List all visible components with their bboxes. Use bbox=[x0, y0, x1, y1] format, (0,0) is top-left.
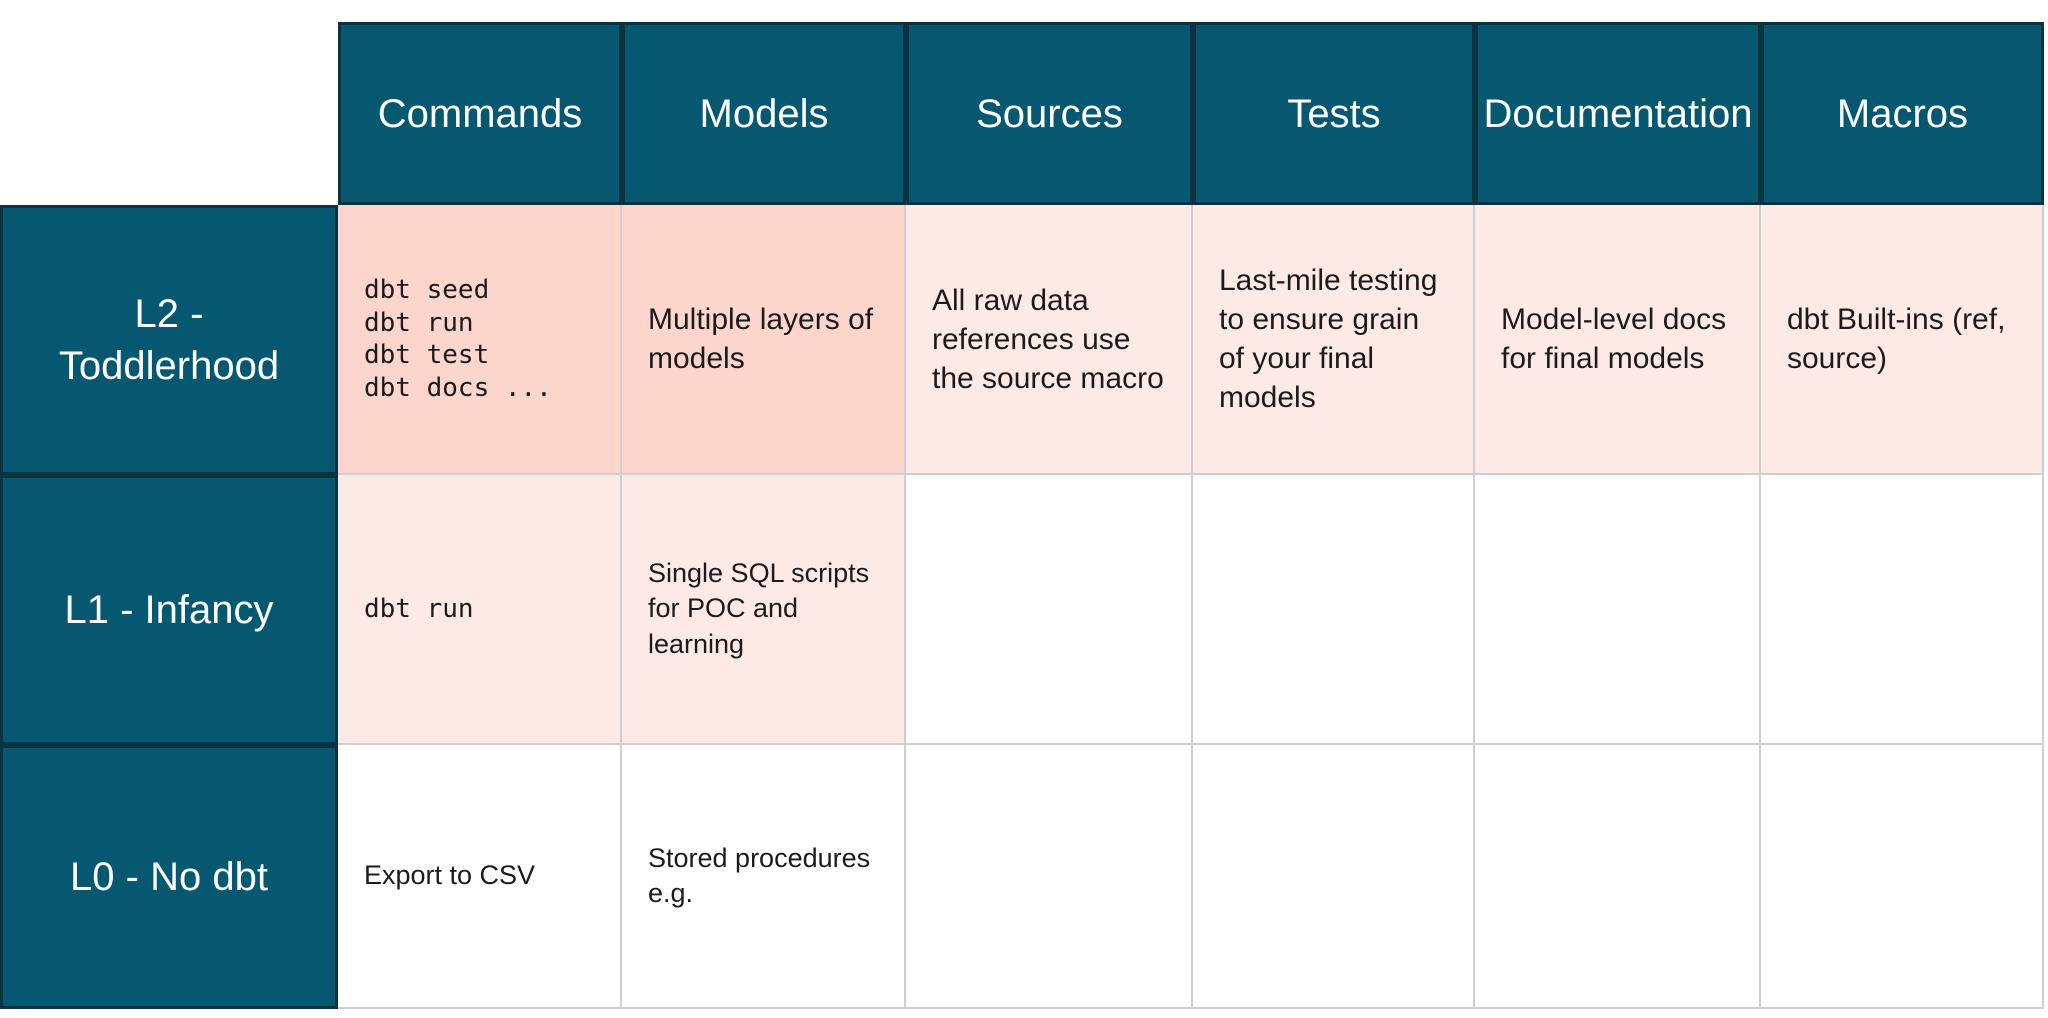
cell-l2-macros: dbt Built-ins (ref, source) bbox=[1761, 205, 2044, 475]
column-header-sources: Sources bbox=[906, 22, 1193, 205]
column-header-documentation: Documentation bbox=[1475, 22, 1761, 205]
row-header-l1-infancy: L1 - Infancy bbox=[0, 475, 338, 745]
column-header-commands: Commands bbox=[338, 22, 622, 205]
column-header-tests: Tests bbox=[1193, 22, 1475, 205]
cell-l0-macros bbox=[1761, 745, 2044, 1009]
row-header-l0-no-dbt: L0 - No dbt bbox=[0, 745, 338, 1009]
cell-l0-documentation bbox=[1475, 745, 1761, 1009]
cell-l2-tests: Last-mile testing to ensure grain of you… bbox=[1193, 205, 1475, 475]
cell-l1-models: Single SQL scripts for POC and learning bbox=[622, 475, 906, 745]
cell-l0-models: Stored procedures e.g. bbox=[622, 745, 906, 1009]
cell-l1-tests bbox=[1193, 475, 1475, 745]
cell-l1-commands: dbt run bbox=[338, 475, 622, 745]
cell-l2-documentation: Model-level docs for final models bbox=[1475, 205, 1761, 475]
column-header-models: Models bbox=[622, 22, 906, 205]
cell-l0-commands: Export to CSV bbox=[338, 745, 622, 1009]
cell-l0-sources bbox=[906, 745, 1193, 1009]
dbt-maturity-table: Commands Models Sources Tests Documentat… bbox=[0, 22, 2044, 1009]
cell-l1-macros bbox=[1761, 475, 2044, 745]
corner-empty-cell bbox=[0, 22, 338, 205]
cell-l2-sources: All raw data references use the source m… bbox=[906, 205, 1193, 475]
column-header-macros: Macros bbox=[1761, 22, 2044, 205]
cell-l1-sources bbox=[906, 475, 1193, 745]
cell-l2-models: Multiple layers of models bbox=[622, 205, 906, 475]
cell-l1-documentation bbox=[1475, 475, 1761, 745]
cell-l0-tests bbox=[1193, 745, 1475, 1009]
cell-l2-commands: dbt seed dbt run dbt test dbt docs ... bbox=[338, 205, 622, 475]
row-header-l2-toddlerhood: L2 - Toddlerhood bbox=[0, 205, 338, 475]
